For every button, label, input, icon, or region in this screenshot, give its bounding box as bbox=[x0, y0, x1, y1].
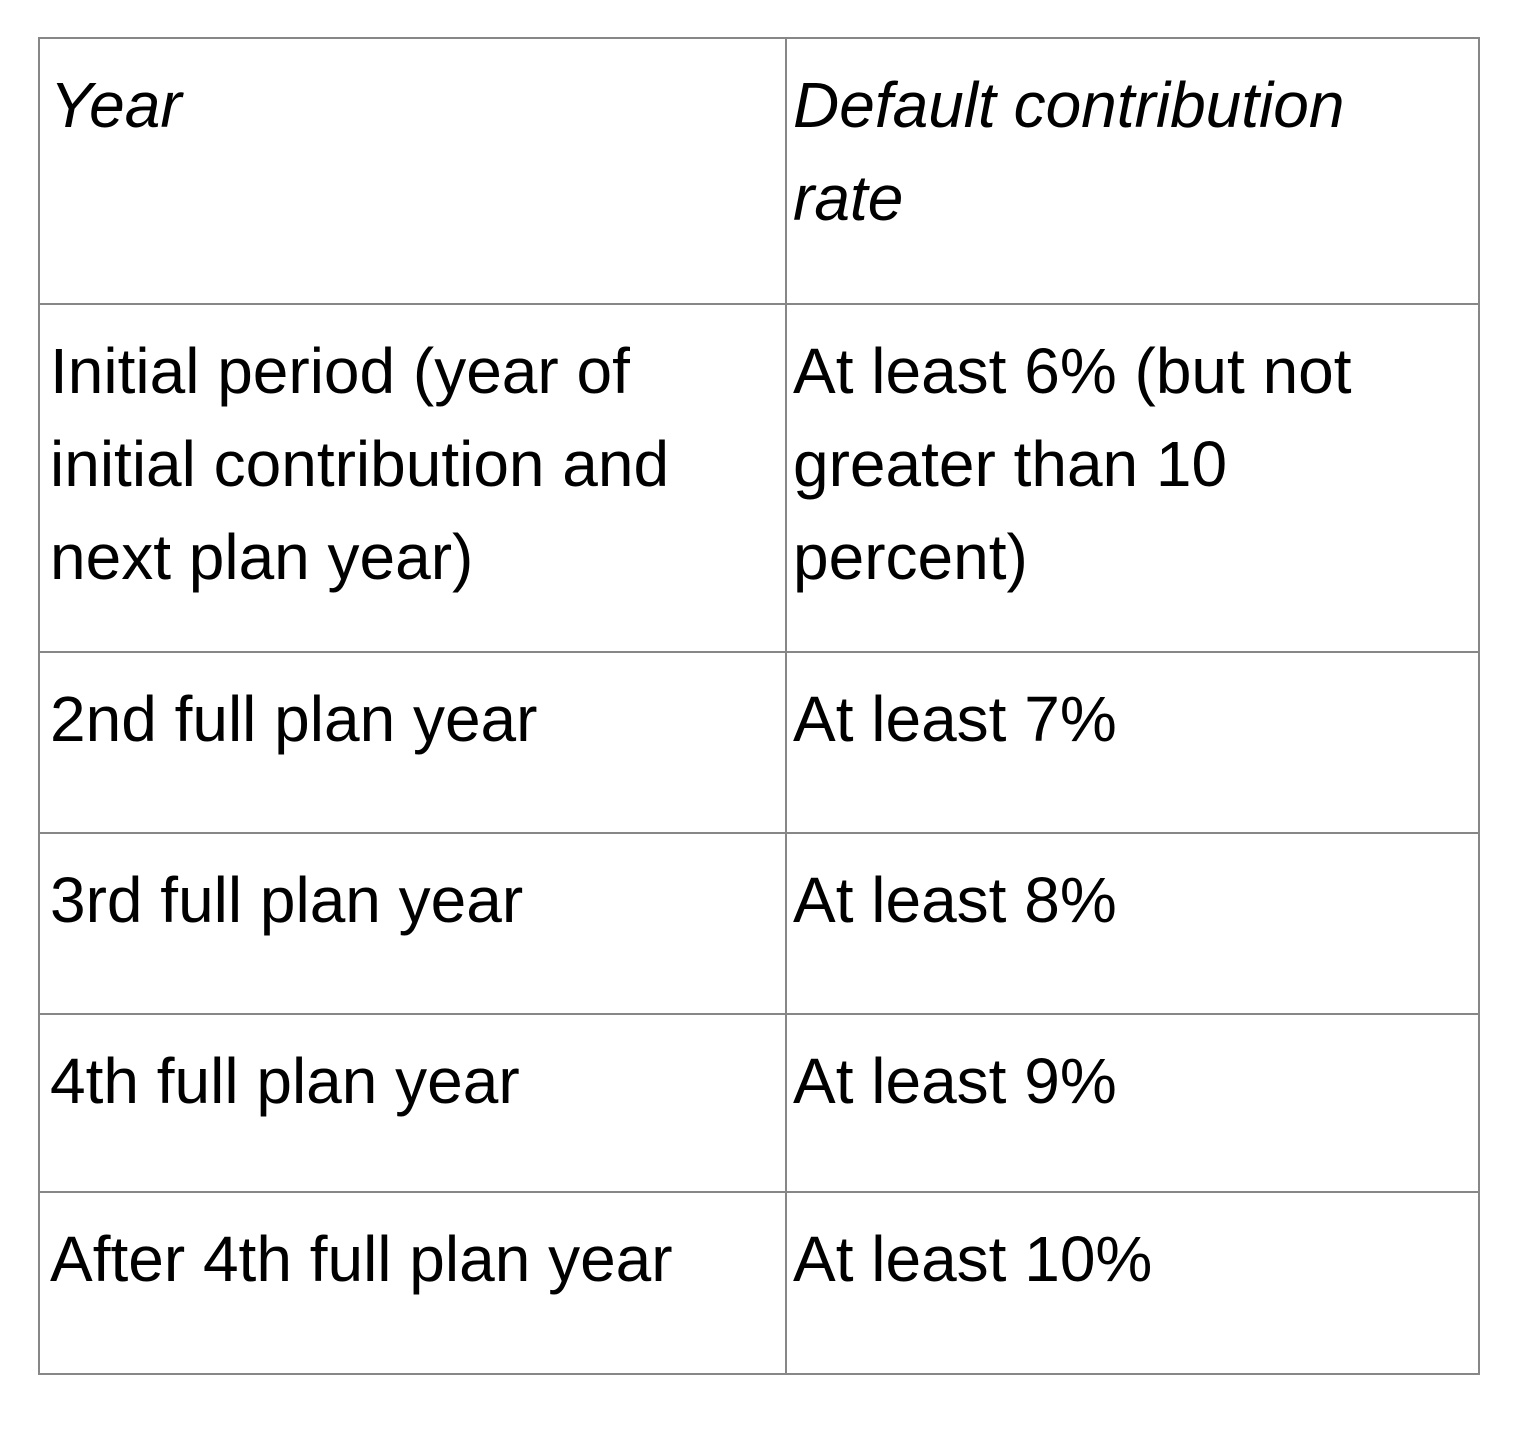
rate-cell: At least 7% bbox=[785, 651, 1480, 834]
year-cell: After 4th full plan year bbox=[38, 1191, 787, 1375]
rate-cell: At least 8% bbox=[785, 832, 1480, 1015]
table-row-4th-year: 4th full plan year At least 9% bbox=[38, 1013, 1480, 1193]
table-row-2nd-year: 2nd full plan year At least 7% bbox=[38, 651, 1480, 834]
rate-cell: At least 10% bbox=[785, 1191, 1480, 1375]
year-cell: 2nd full plan year bbox=[38, 651, 787, 834]
table-row-after-4th-year: After 4th full plan year At least 10% bbox=[38, 1191, 1480, 1375]
table-header-row: Year Default contribution rate bbox=[38, 37, 1480, 305]
table-row-3rd-year: 3rd full plan year At least 8% bbox=[38, 832, 1480, 1015]
rate-cell: At least 6% (but not greater than 10 per… bbox=[785, 303, 1480, 653]
year-cell: 4th full plan year bbox=[38, 1013, 787, 1193]
year-cell: Initial period (year of initial contribu… bbox=[38, 303, 787, 653]
default-contribution-rate-table: Year Default contribution rate Initial p… bbox=[38, 37, 1480, 1375]
rate-cell: At least 9% bbox=[785, 1013, 1480, 1193]
year-cell: 3rd full plan year bbox=[38, 832, 787, 1015]
table-row-initial-period: Initial period (year of initial contribu… bbox=[38, 303, 1480, 653]
rate-column-header: Default contribution rate bbox=[785, 37, 1480, 305]
year-column-header: Year bbox=[38, 37, 787, 305]
